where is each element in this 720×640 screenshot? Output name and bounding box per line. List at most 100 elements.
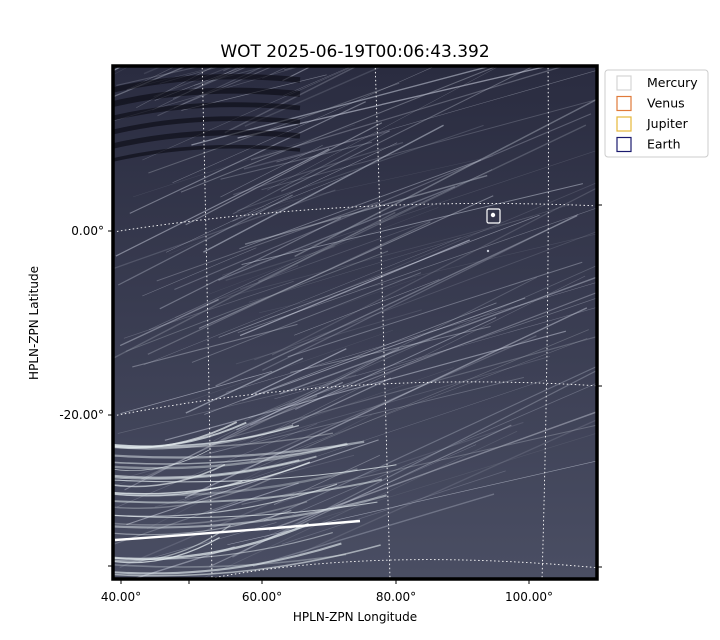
streak [214,216,533,301]
streak [164,330,567,441]
streak [287,261,583,358]
streak [244,174,488,245]
streak [294,279,440,336]
dark-band [113,116,301,135]
streak [298,278,416,321]
streak [185,357,304,414]
streak [154,454,355,508]
streak [222,150,597,276]
grid-layer [113,66,597,579]
streak [241,183,583,266]
streak [261,99,597,191]
streak [156,201,379,282]
streak [113,448,212,471]
streak [241,424,597,505]
image-background [113,66,597,579]
streak [268,411,597,531]
streak [185,122,383,226]
streak [279,276,597,395]
streak [232,130,391,215]
streak [204,302,497,415]
dark-band [113,129,301,149]
streak [263,365,597,522]
streak [159,217,342,310]
streak [232,369,597,558]
streak [283,66,353,96]
legend-label: Jupiter [646,116,689,131]
streak [113,500,238,546]
legend-item: Venus [616,96,685,112]
streak [113,66,124,72]
streak [240,219,433,290]
streak [252,493,495,567]
streak [174,113,592,291]
streak [117,374,357,434]
streak [271,187,597,356]
x-axis-title: HPLN-ZPN Longitude [293,610,417,624]
streak [215,215,578,387]
streak [113,500,308,526]
streak [244,66,385,127]
mercury-marker-box [486,208,501,224]
streak-layer [113,66,597,579]
x-axis: 40.00° 60.00° 80.00° 100.00° [101,579,553,604]
streak [119,492,295,569]
streak [115,148,330,257]
legend-swatch [616,116,632,132]
x-tick-label: 60.00° [242,590,282,604]
streak [113,542,342,575]
dark-band [113,102,301,121]
streak [240,338,588,471]
grid-parallel [113,381,597,417]
streak [218,214,540,338]
streak [147,221,431,355]
streak [243,130,390,170]
streak [299,418,597,555]
right-ticks [597,204,602,568]
streak [143,237,461,366]
streak [237,66,552,139]
streak [213,276,537,442]
streak [225,245,335,281]
streak [113,421,247,448]
streak [273,454,381,505]
faint-object [486,249,490,253]
legend-label: Venus [647,96,685,111]
streak [113,424,294,450]
streak [276,70,597,163]
streak [125,250,389,352]
mercury-marker[interactable] [486,208,501,224]
streak [236,381,343,431]
legend-item: Jupiter [616,116,689,132]
streak [235,156,493,214]
streak [248,297,597,419]
streak [142,66,355,161]
streak [274,307,597,400]
y-tick-label: 0.00° [71,224,104,238]
y-tick-label: -20.00° [59,408,104,422]
streak [177,329,393,406]
streak [120,370,273,414]
streak [113,189,336,270]
streak [248,203,573,303]
streak [237,124,484,212]
streak [113,464,397,483]
streak [113,440,365,459]
streak [180,66,499,193]
streak [224,66,359,134]
streak [220,335,597,441]
streak [113,211,396,360]
streak [200,430,518,579]
streak [250,348,347,396]
streak [166,142,398,253]
streak [235,309,422,365]
y-axis: 0.00° -20.00° [59,224,113,567]
streak [281,432,597,531]
x-tick-label: 100.00° [505,590,553,604]
dark-band [113,87,301,107]
streak [250,335,537,462]
streak [225,282,597,393]
streak [113,478,383,504]
streak [113,494,387,529]
streak [116,66,204,87]
